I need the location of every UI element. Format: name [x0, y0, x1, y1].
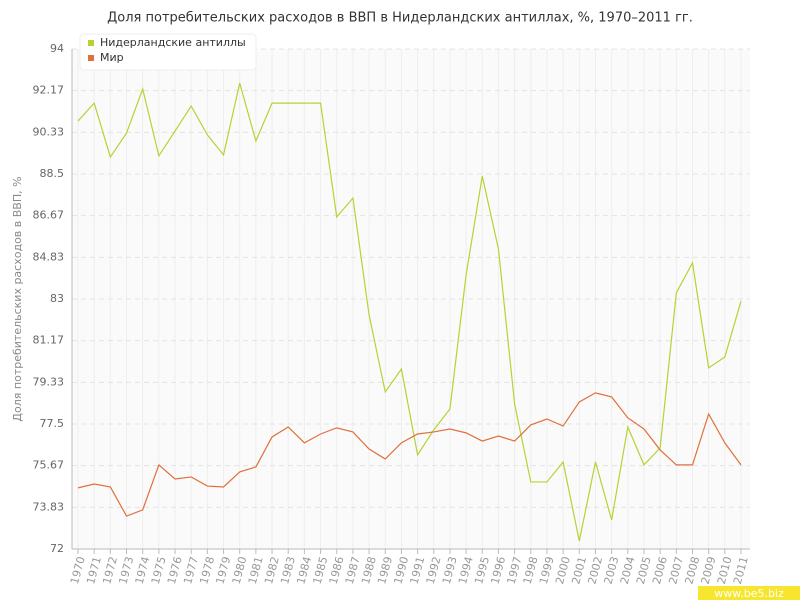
chart-title: Доля потребительских расходов в ВВП в Ни…	[107, 11, 693, 26]
y-tick-label: 90.33	[33, 125, 65, 138]
y-tick-label: 73.83	[33, 500, 65, 513]
watermark-box	[698, 586, 800, 600]
y-tick-label: 83	[50, 292, 64, 305]
watermark: www.be5.biz	[714, 587, 784, 600]
y-axis-label: Доля потребительских расходов в ВВП, %	[11, 176, 24, 421]
y-tick-label: 72	[50, 542, 64, 555]
y-tick-label: 94	[50, 42, 64, 55]
legend-box	[79, 33, 257, 71]
y-tick-label: 84.83	[33, 250, 65, 263]
series-line	[77, 82, 742, 542]
series-line	[77, 392, 742, 517]
y-tick-label: 77.5	[40, 417, 65, 430]
legend-swatch[interactable]	[88, 40, 94, 46]
y-tick-label: 79.33	[33, 375, 65, 388]
y-tick-label: 81.17	[33, 334, 65, 347]
y-tick-label: 88.5	[40, 167, 65, 180]
legend-label[interactable]: Нидерландские антиллы	[100, 36, 246, 49]
y-tick-label: 75.67	[33, 459, 65, 472]
legend-swatch[interactable]	[88, 55, 94, 61]
y-tick-label: 86.67	[33, 209, 65, 222]
legend-label[interactable]: Мир	[100, 51, 124, 64]
y-tick-label: 92.17	[33, 84, 65, 97]
